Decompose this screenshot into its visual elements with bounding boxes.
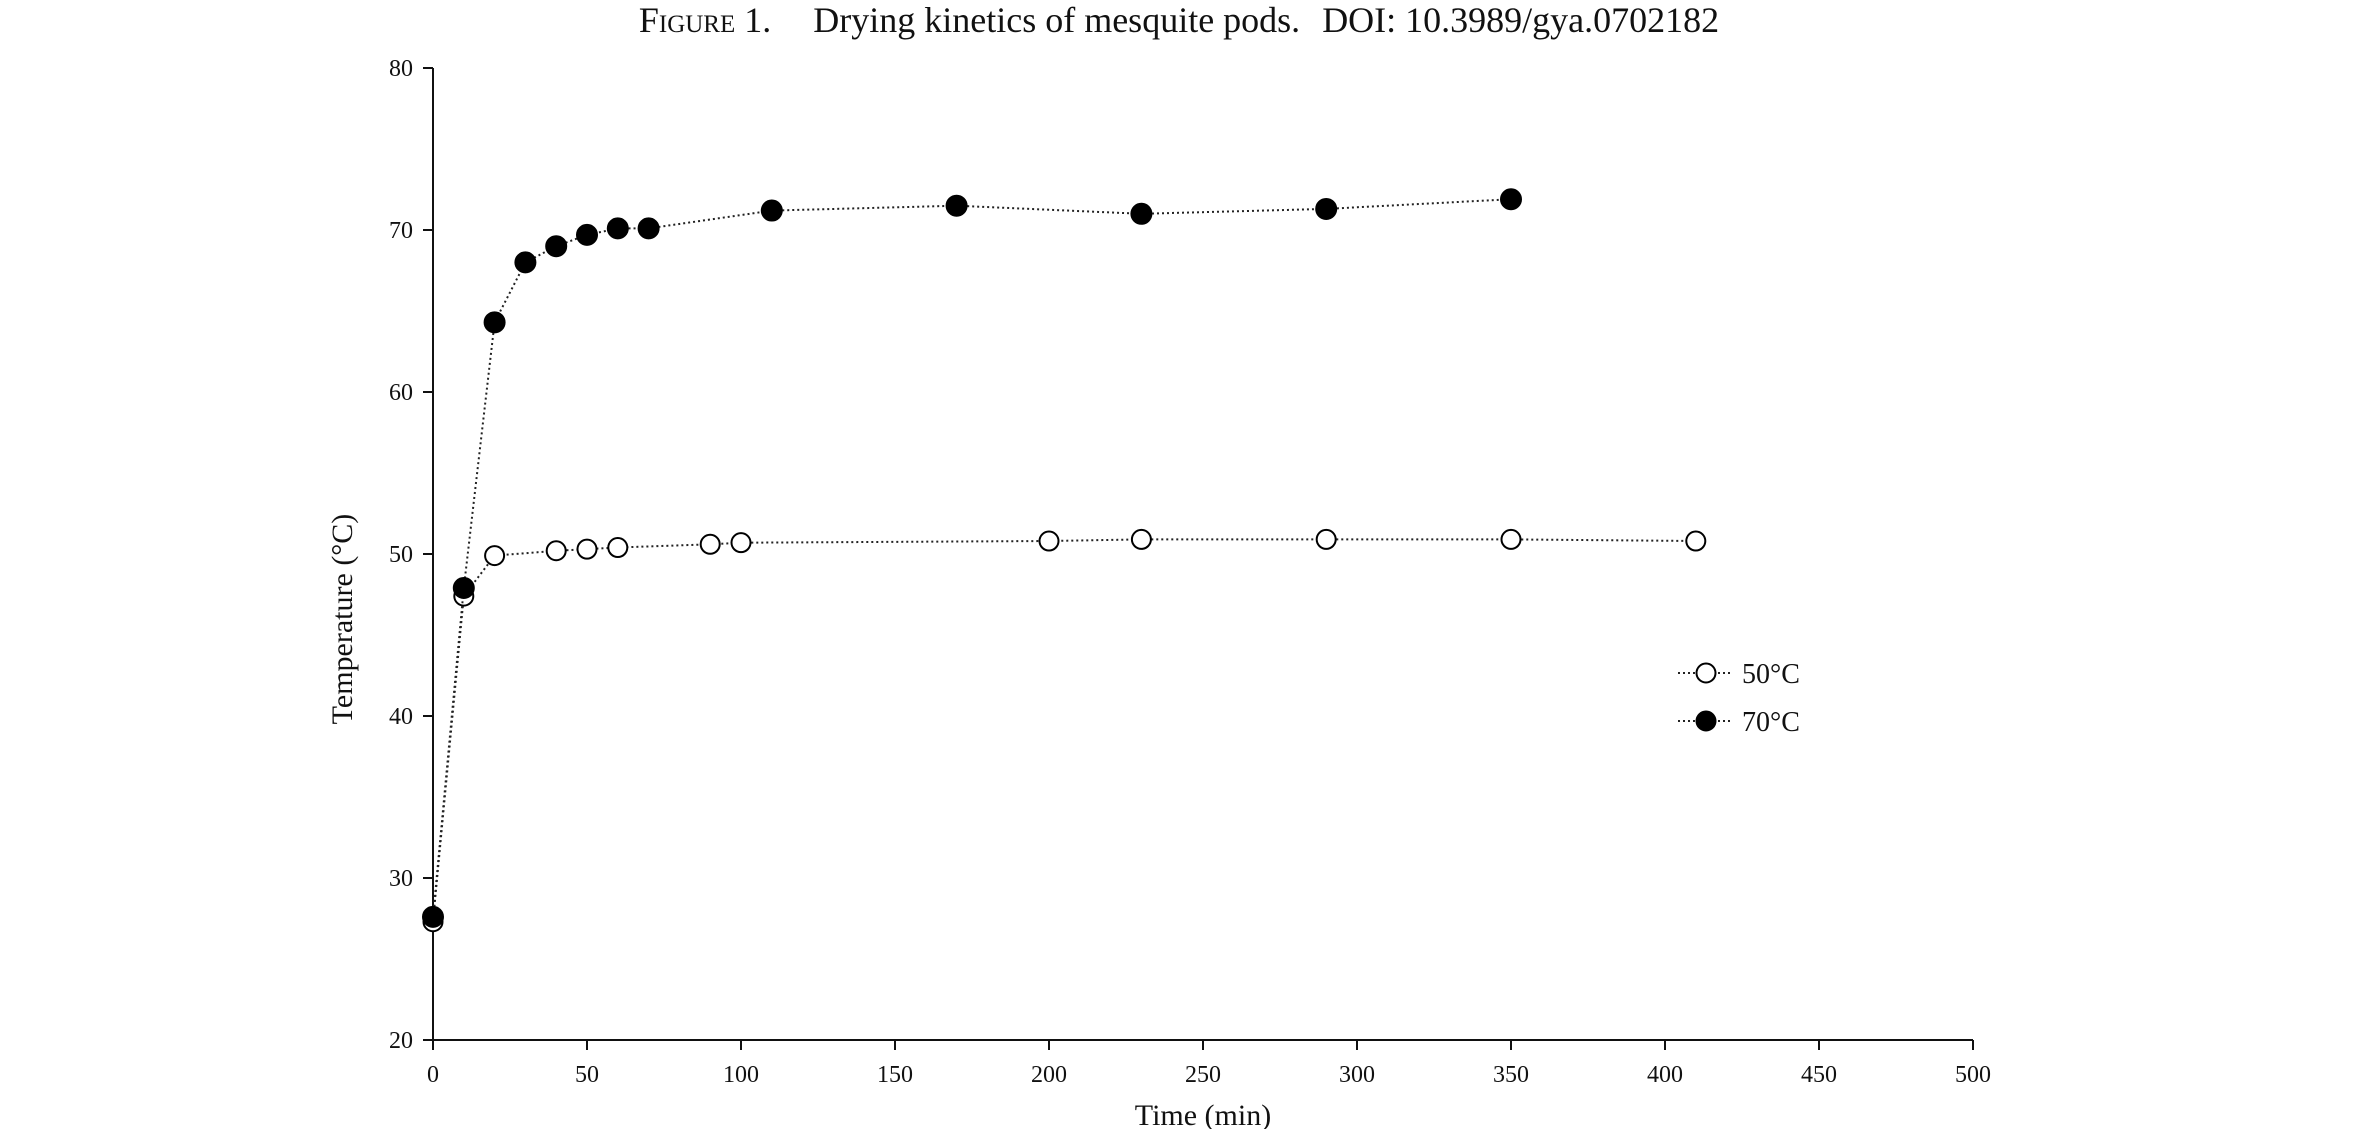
figure-title-text: Drying kinetics of mesquite pods.	[813, 0, 1301, 40]
data-point	[1500, 528, 1522, 550]
x-tick-label: 250	[1185, 1062, 1221, 1088]
series-line	[432, 538, 1696, 922]
series-2	[422, 188, 1522, 928]
data-point	[545, 540, 567, 562]
data-point	[1130, 202, 1153, 225]
y-tick-label: 80	[389, 56, 413, 82]
x-tick-label: 100	[723, 1062, 759, 1088]
x-tick-label: 350	[1493, 1062, 1529, 1088]
data-point	[514, 251, 537, 274]
x-tick-label: 150	[877, 1062, 913, 1088]
x-tick-label: 450	[1801, 1062, 1837, 1088]
y-tick-label: 40	[389, 704, 413, 730]
legend-label: 50°C	[1742, 659, 1800, 690]
y-tick-label: 30	[389, 866, 413, 892]
series-line	[432, 198, 1512, 917]
series-1	[422, 528, 1707, 933]
x-tick-label: 200	[1031, 1062, 1067, 1088]
legend-label: 70°C	[1742, 707, 1800, 738]
data-point	[607, 537, 629, 559]
x-axis-label: Time (min)	[1135, 1099, 1271, 1129]
legend-item: 50°C	[1678, 659, 1800, 690]
data-point	[1500, 188, 1522, 211]
chart-axes: 20 30 40 50 60 70 80 0 50 100 150 200 250 300 350 400 45…	[326, 56, 1991, 1129]
y-axis-label: Temperature (°C)	[326, 514, 359, 725]
legend-item: 70°C	[1678, 707, 1800, 738]
chart-series	[422, 188, 1707, 933]
data-point	[422, 905, 444, 928]
data-point	[1315, 197, 1338, 220]
data-point	[760, 199, 783, 222]
data-point	[699, 533, 721, 555]
data-point	[637, 217, 660, 240]
figure-doi: DOI: 10.3989/gya.0702182	[1322, 0, 1720, 40]
data-point	[1130, 528, 1152, 550]
data-point	[606, 217, 629, 240]
legend-marker	[1695, 662, 1717, 684]
data-point	[1685, 530, 1707, 552]
figure-label: Figure 1.	[638, 0, 772, 40]
x-tick-label: 0	[427, 1062, 439, 1088]
x-tick-label: 400	[1647, 1062, 1683, 1088]
y-tick-label: 70	[389, 218, 413, 244]
legend-marker	[1695, 710, 1717, 732]
chart-legend: 50°C 70°C	[1678, 659, 1800, 738]
data-point	[452, 577, 475, 600]
data-point	[484, 545, 506, 567]
data-point	[545, 235, 568, 258]
x-tick-label: 50	[575, 1062, 599, 1088]
data-point	[576, 538, 598, 560]
data-point	[576, 223, 598, 246]
data-point	[1038, 530, 1060, 552]
y-tick-label: 20	[389, 1028, 413, 1054]
data-point	[483, 311, 506, 334]
y-tick-label: 50	[389, 542, 413, 568]
data-point	[945, 194, 968, 217]
data-point	[1315, 528, 1337, 550]
figure-caption: Figure 1. Drying kinetics of mesquite pod…	[0, 0, 2358, 40]
data-point	[730, 532, 752, 554]
x-tick-label: 300	[1339, 1062, 1375, 1088]
x-tick-label: 500	[1955, 1062, 1991, 1088]
y-tick-label: 60	[389, 380, 413, 406]
